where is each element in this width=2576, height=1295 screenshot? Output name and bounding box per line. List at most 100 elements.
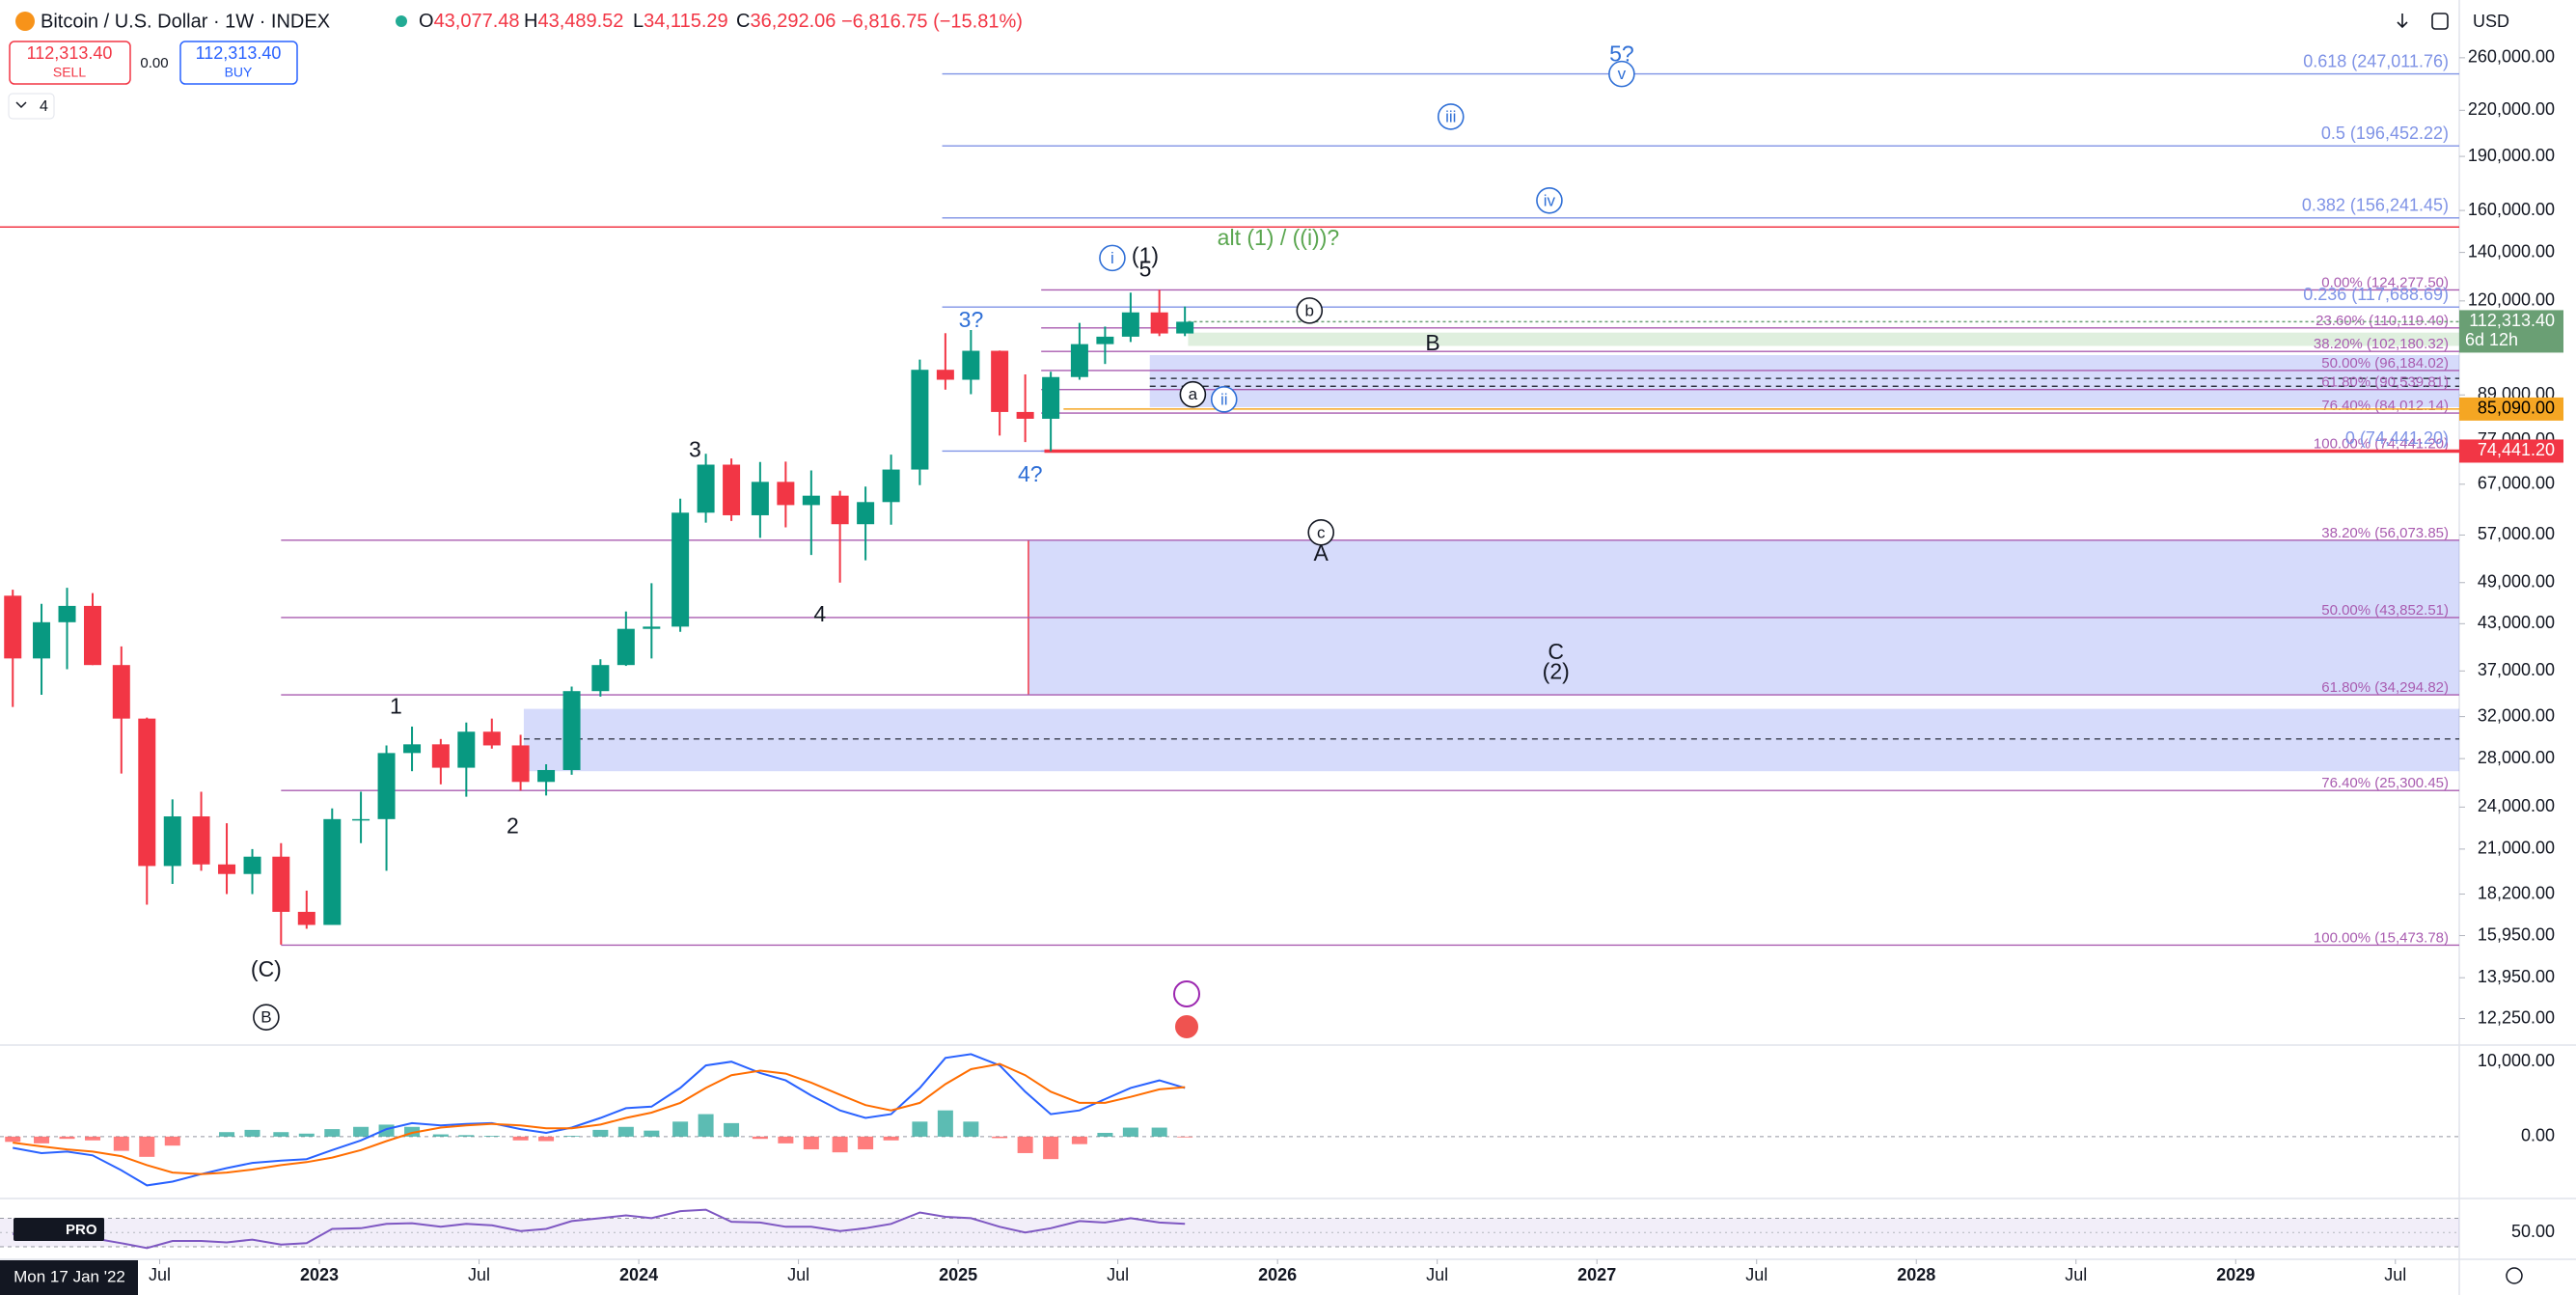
ohlc-item: O43,077.48 bbox=[419, 11, 520, 32]
wave-label: (2) bbox=[1543, 659, 1570, 684]
candle-body bbox=[882, 469, 900, 503]
indicator-count[interactable]: 4 bbox=[40, 98, 48, 115]
market-status bbox=[396, 15, 407, 27]
candle-body bbox=[243, 856, 261, 874]
wave-label: ii bbox=[1220, 390, 1228, 408]
y-tick-label: 32,000.00 bbox=[2478, 705, 2555, 725]
x-tick-label: 2028 bbox=[1897, 1265, 1935, 1284]
wave-label: 4 bbox=[813, 601, 826, 626]
wave-label: (C) bbox=[251, 956, 282, 981]
candle-body bbox=[112, 665, 130, 719]
macd-histogram-bar bbox=[1122, 1127, 1138, 1137]
price-tag-label: 85,090.00 bbox=[2478, 399, 2555, 418]
logo-text: PRO bbox=[66, 1222, 97, 1238]
x-tick-label: Jul bbox=[1745, 1265, 1768, 1284]
macd-histogram-bar bbox=[85, 1136, 101, 1141]
wave-label: B bbox=[260, 1008, 271, 1027]
y-tick-label: 260,000.00 bbox=[2468, 47, 2555, 67]
price-tag bbox=[2459, 397, 2563, 421]
candle-body bbox=[1070, 344, 1088, 377]
wave-circle bbox=[1437, 103, 1465, 130]
logo bbox=[14, 1218, 104, 1241]
macd-histogram-bar bbox=[803, 1136, 819, 1150]
ohlc-label: O bbox=[419, 11, 434, 32]
macd-histogram-bar bbox=[963, 1121, 979, 1137]
zone bbox=[1149, 355, 2459, 407]
candle-body bbox=[617, 628, 635, 666]
macd-histogram-bar bbox=[883, 1136, 899, 1141]
ohlc-value: 36,292.06 bbox=[750, 11, 836, 32]
buy-button[interactable] bbox=[179, 41, 298, 85]
fullscreen-icon[interactable] bbox=[2431, 13, 2449, 30]
candle-body bbox=[831, 495, 849, 525]
candle-body bbox=[591, 665, 610, 692]
macd-histogram-bar bbox=[483, 1136, 500, 1137]
candle-body bbox=[911, 370, 929, 470]
ohlc-value: 43,077.48 bbox=[434, 11, 520, 32]
download-icon[interactable] bbox=[2397, 14, 2408, 29]
zone bbox=[1188, 332, 2459, 346]
x-tick-label: Jul bbox=[1107, 1265, 1129, 1284]
symbol-icon bbox=[15, 12, 35, 31]
candle-body bbox=[777, 482, 795, 506]
macd-histogram-bar bbox=[563, 1136, 580, 1137]
macd-tick-label: 10,000.00 bbox=[2478, 1051, 2555, 1070]
candle-body bbox=[643, 626, 661, 629]
wave-label: v bbox=[1618, 65, 1627, 83]
settings-icon[interactable] bbox=[2506, 1267, 2523, 1284]
wave-circle bbox=[253, 1004, 280, 1031]
candle-body bbox=[352, 818, 370, 821]
candle-body bbox=[84, 605, 102, 666]
fib-label: 0.382 (156,241.45) bbox=[2302, 196, 2449, 215]
ohlc-label: C bbox=[736, 11, 750, 32]
macd-histogram-bar bbox=[672, 1121, 689, 1137]
wave-label: 5 bbox=[1139, 256, 1152, 281]
wave-label: C bbox=[1548, 639, 1564, 664]
ohlc-label: H bbox=[524, 11, 537, 32]
sell-price[interactable]: 112,313.40 bbox=[27, 43, 113, 63]
event-icon[interactable] bbox=[1173, 1013, 1200, 1040]
macd-histogram-bar bbox=[273, 1132, 289, 1137]
wave-circle bbox=[1296, 297, 1324, 324]
y-tick-label: 120,000.00 bbox=[2468, 290, 2555, 310]
fib-label: 50.00% (43,852.51) bbox=[2321, 602, 2449, 619]
fib-label: 23.60% (110,119.40) bbox=[2316, 313, 2449, 329]
buy-price[interactable]: 112,313.40 bbox=[196, 43, 282, 63]
wave-label: iv bbox=[1544, 191, 1556, 209]
candle-body bbox=[33, 621, 51, 659]
sell-label[interactable]: SELL bbox=[53, 65, 86, 80]
fib-label: 38.20% (102,180.32) bbox=[2314, 336, 2449, 352]
candle-body bbox=[936, 370, 954, 380]
buy-label[interactable]: BUY bbox=[225, 65, 253, 80]
macd-histogram-bar bbox=[219, 1132, 235, 1137]
macd-histogram-bar bbox=[59, 1136, 75, 1140]
macd-histogram-bar bbox=[724, 1122, 740, 1137]
x-tick-label: Jul bbox=[2065, 1265, 2087, 1284]
sell-button[interactable] bbox=[9, 41, 131, 85]
x-tick-label: Jul bbox=[1426, 1265, 1448, 1284]
wave-label: 4? bbox=[1018, 461, 1043, 486]
macd-histogram-bar bbox=[698, 1114, 714, 1137]
wave-circle bbox=[1099, 244, 1126, 272]
macd-histogram-bar bbox=[937, 1110, 953, 1137]
wave-label: i bbox=[1110, 249, 1114, 267]
macd-histogram-bar bbox=[778, 1136, 794, 1143]
x-tick-label: Jul bbox=[468, 1265, 490, 1284]
price-tag-countdown: 6d 12h bbox=[2465, 330, 2518, 349]
indicator-toggle[interactable] bbox=[8, 93, 55, 120]
fib-label: 0.00% (124,277.50) bbox=[2321, 274, 2449, 290]
macd-histogram-bar bbox=[298, 1133, 315, 1137]
event-icon[interactable] bbox=[1173, 980, 1200, 1007]
rsi-line bbox=[13, 1208, 1186, 1250]
spread: 0.00 bbox=[140, 55, 168, 71]
macd-histogram-bar bbox=[1151, 1127, 1167, 1137]
y-tick-label: 160,000.00 bbox=[2468, 200, 2555, 219]
candle-body bbox=[431, 744, 450, 768]
macd-histogram-bar bbox=[113, 1136, 129, 1151]
fib-label: 76.40% (25,300.45) bbox=[2321, 775, 2449, 791]
price-tag-label: 74,441.20 bbox=[2478, 440, 2555, 459]
zone bbox=[523, 708, 2460, 772]
signal-line bbox=[13, 1062, 1186, 1175]
fib-label: 61.80% (34,294.82) bbox=[2321, 679, 2449, 696]
currency[interactable]: USD bbox=[2473, 12, 2509, 31]
